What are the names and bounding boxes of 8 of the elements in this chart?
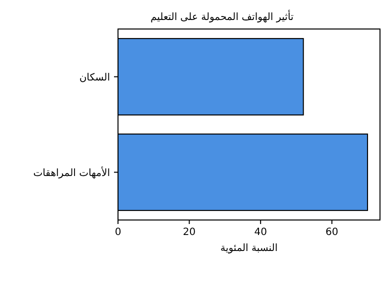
y-tick-label: الأمهات المراهقات [33,166,110,179]
x-tick-label: 40 [254,227,267,238]
y-tick-label: السكان [79,72,110,84]
x-tick-label: 60 [326,227,338,238]
x-tick-label: 20 [182,227,196,238]
x-tick-label: 0 [114,227,122,238]
chart-title: تأثير الهواتف المحمولة على التعليم [150,9,294,23]
x-axis-title: النسبة المئوية [220,243,278,254]
